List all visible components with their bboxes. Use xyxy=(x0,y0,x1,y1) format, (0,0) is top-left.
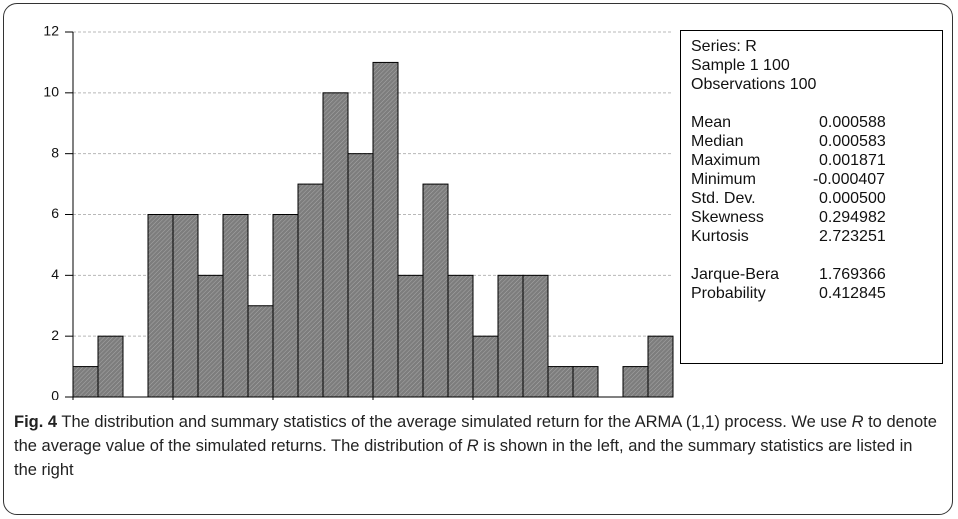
y-tick-label: 10 xyxy=(43,84,59,100)
caption-text: R xyxy=(466,437,479,455)
frame xyxy=(3,3,953,515)
bar xyxy=(172,214,199,398)
stats-label: Maximum xyxy=(691,152,761,169)
stats-label: Probability xyxy=(691,285,766,302)
y-tick-label: 8 xyxy=(51,144,59,160)
bar xyxy=(72,366,99,398)
y-tick-label: 6 xyxy=(51,205,59,221)
caption-text: R xyxy=(851,413,864,431)
stats-header: Sample 1 100 xyxy=(691,57,790,74)
bar xyxy=(322,92,349,398)
stats-value: 0.000583 xyxy=(819,133,886,150)
bar xyxy=(272,214,299,398)
stats-row: Mean 0.000588 xyxy=(691,113,942,132)
stats-label: Minimum xyxy=(691,171,756,188)
stats-row: Probability 0.412845 xyxy=(691,284,942,303)
stats-row: Std. Dev. 0.000500 xyxy=(691,189,942,208)
bar xyxy=(347,153,374,398)
stats-header: Series: R xyxy=(691,38,757,55)
spacer xyxy=(691,246,942,265)
y-tick-label: 4 xyxy=(51,266,59,282)
stats-value: 1.769366 xyxy=(819,266,886,283)
caption-text: to denote the average value of the simul… xyxy=(14,413,937,455)
stats-row: Maximum 0.001871 xyxy=(691,151,942,170)
bar xyxy=(447,274,474,398)
stats-value: 2.723251 xyxy=(819,228,886,245)
stats-label: Mean xyxy=(691,114,732,131)
bar xyxy=(522,274,549,398)
stats-row: Skewness 0.294982 xyxy=(691,208,942,227)
bar xyxy=(97,335,124,398)
spacer xyxy=(691,94,942,113)
stats-label: Jarque-Bera xyxy=(691,266,780,283)
stats-value: 0.294982 xyxy=(819,209,886,226)
stats-label: Std. Dev. xyxy=(691,190,756,207)
stats-box: Series: R Sample 1 100 Observations 100 Mea… xyxy=(680,30,943,364)
stats-row: Minimum -0.000407 xyxy=(691,170,942,189)
bar xyxy=(397,274,424,398)
stats-row: Median 0.000583 xyxy=(691,132,942,151)
stats-value: 0.412845 xyxy=(819,285,886,302)
stats-value: 0.000588 xyxy=(819,114,886,131)
stats-header: Observations 100 xyxy=(691,76,817,93)
bar xyxy=(247,305,274,398)
bar xyxy=(197,274,224,398)
caption-label: Fig. 4 xyxy=(14,413,58,431)
bar xyxy=(497,274,524,398)
stats-label: Skewness xyxy=(691,209,764,226)
y-tick-label: 0 xyxy=(51,388,59,400)
stats-row: Kurtosis 2.723251 xyxy=(691,227,942,246)
bar xyxy=(572,366,599,398)
bar xyxy=(147,214,174,398)
stats-label: Median xyxy=(691,133,744,150)
stats-row: Jarque-Bera 1.769366 xyxy=(691,265,942,284)
bar xyxy=(622,366,649,398)
stats-value: 0.000500 xyxy=(819,190,886,207)
y-tick-label: 12 xyxy=(43,23,59,39)
caption-text: The distribution and summary statistics … xyxy=(57,413,852,431)
stats-value: 0.001871 xyxy=(819,152,886,169)
bar xyxy=(297,183,324,398)
bar xyxy=(372,61,399,398)
bar xyxy=(422,183,449,398)
caption-text: is shown in the left, and the summary st… xyxy=(14,437,913,479)
stats-value: -0.000407 xyxy=(813,171,886,188)
bar xyxy=(222,214,249,398)
bar xyxy=(547,366,574,398)
caption: Fig. 4 The distribution and summary stat… xyxy=(14,410,939,482)
stats-label: Kurtosis xyxy=(691,228,749,245)
bar xyxy=(472,335,499,398)
y-tick-label: 2 xyxy=(51,327,59,343)
bar xyxy=(647,335,674,398)
